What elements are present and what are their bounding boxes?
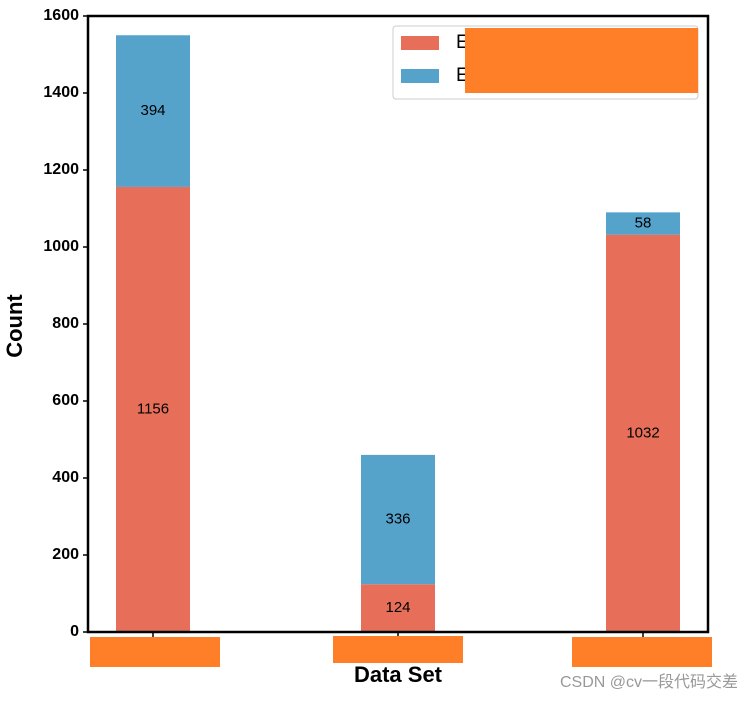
y-axis-label: Count bbox=[2, 294, 27, 358]
redaction bbox=[333, 636, 463, 663]
y-tick-label: 800 bbox=[52, 315, 79, 332]
plot-frame bbox=[86, 14, 710, 634]
value-label: 1156 bbox=[137, 400, 169, 417]
value-label: 124 bbox=[385, 599, 410, 616]
value-label: 394 bbox=[140, 102, 165, 119]
y-tick-label: 1000 bbox=[43, 238, 79, 255]
y-tick-label: 1600 bbox=[43, 7, 79, 24]
redaction bbox=[572, 637, 712, 667]
bar-segment bbox=[116, 35, 190, 187]
watermark: CSDN @cv一段代码交差 bbox=[560, 673, 738, 691]
redaction bbox=[90, 637, 220, 667]
bar-segment bbox=[606, 234, 680, 632]
value-label: 336 bbox=[385, 511, 410, 528]
bar-segment bbox=[606, 212, 680, 235]
y-tick-label: 1400 bbox=[43, 84, 79, 101]
bar-segment bbox=[361, 584, 435, 632]
bar-segment bbox=[116, 186, 190, 632]
value-label: 58 bbox=[635, 214, 652, 231]
y-tick-label: 0 bbox=[70, 623, 79, 640]
y-tick-label: 200 bbox=[52, 546, 79, 563]
y-tick-label: 400 bbox=[52, 469, 79, 486]
y-tick-label: 1200 bbox=[43, 161, 79, 178]
redaction bbox=[465, 28, 698, 93]
x-axis-label: Data Set bbox=[354, 662, 443, 687]
bar-segment bbox=[361, 454, 435, 585]
legend-swatch bbox=[401, 69, 439, 83]
y-tick-label: 600 bbox=[52, 392, 79, 409]
value-label: 1032 bbox=[626, 424, 659, 441]
legend-swatch bbox=[401, 36, 439, 50]
